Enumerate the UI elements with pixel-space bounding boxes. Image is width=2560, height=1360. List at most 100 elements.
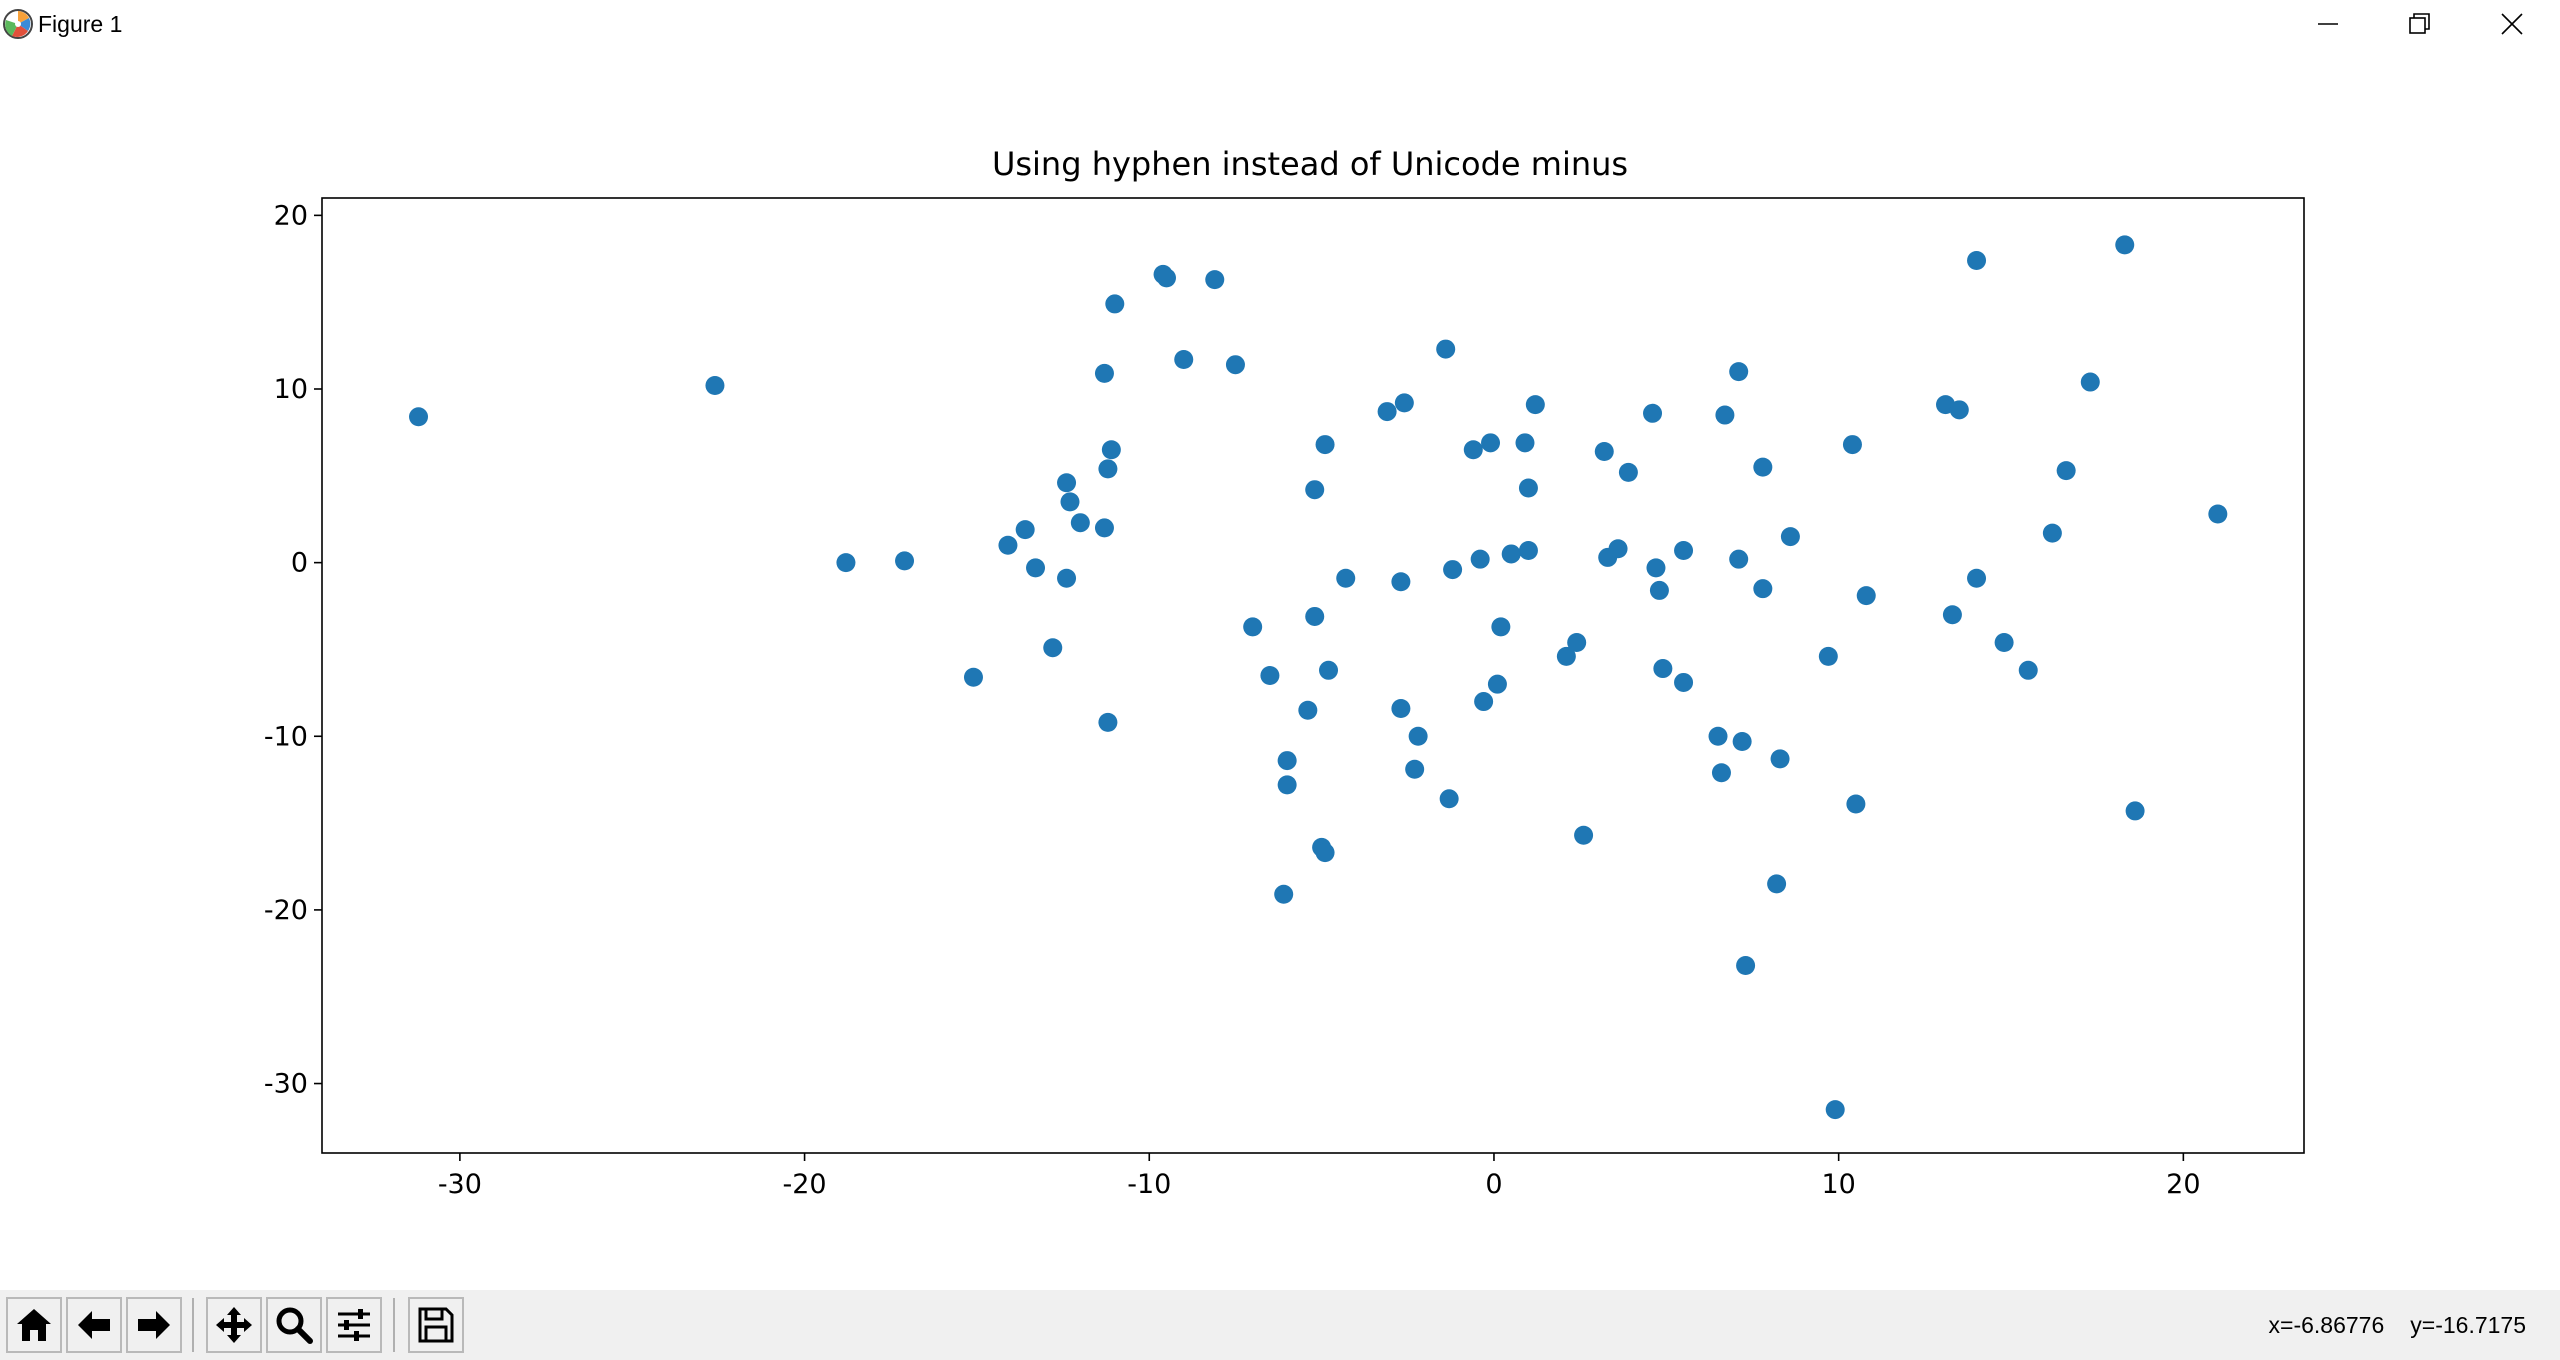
data-point [1391,572,1411,592]
minimize-button[interactable] [2282,0,2374,48]
data-point [1770,749,1790,769]
data-point [1094,363,1114,383]
data-point [1967,568,1987,588]
data-point [1674,672,1694,692]
matplotlib-logo-icon [3,9,33,39]
y-tick-label: -20 [264,895,308,926]
scatter-points [409,235,2228,1120]
data-point [1436,339,1456,359]
data-point [1305,606,1325,626]
zoom-button[interactable] [266,1297,322,1353]
scatter-chart: Using hyphen instead of Unicode minus -3… [264,145,2305,1200]
save-button[interactable] [408,1297,464,1353]
data-point [1767,874,1787,894]
data-point [2080,372,2100,392]
configure-subplots-button[interactable] [326,1297,382,1353]
data-point [1487,674,1507,694]
data-point [1856,586,1876,606]
data-point [1715,405,1735,425]
forward-button[interactable] [126,1297,182,1353]
data-point [1394,393,1414,413]
data-point [2042,523,2062,543]
x-tick-label: -10 [1127,1169,1171,1200]
data-point [1525,395,1545,415]
save-floppy-icon [418,1307,454,1343]
data-point [2125,801,2145,821]
data-point [1481,433,1501,453]
data-point [1260,666,1280,685]
data-point [1518,540,1538,560]
data-point [1608,539,1628,559]
data-point [1094,518,1114,538]
cursor-y: y=-16.7175 [2410,1312,2526,1338]
data-point [1057,473,1077,493]
data-point [1736,955,1756,975]
data-point [2018,660,2038,680]
back-arrow-icon [78,1311,110,1339]
data-point [1015,520,1035,540]
data-point [1649,580,1669,600]
window-title: Figure 1 [38,11,123,37]
forward-arrow-icon [138,1311,170,1339]
data-point [1157,268,1177,288]
data-point [1026,558,1046,578]
pan-button[interactable] [206,1297,262,1353]
data-point [1618,462,1638,482]
configure-subplots-icon [338,1309,370,1341]
data-point [1057,568,1077,588]
data-point [1336,568,1356,588]
data-point [1491,617,1511,637]
data-point [1043,638,1063,658]
data-point [2208,504,2228,524]
home-button[interactable] [6,1297,62,1353]
data-point [1594,442,1614,462]
restore-button[interactable] [2374,0,2466,48]
data-point [1277,775,1297,795]
data-point [1825,1100,1845,1120]
data-point [1098,459,1118,479]
back-button[interactable] [66,1297,122,1353]
data-point [1949,400,1969,420]
y-tick-label: 10 [274,374,308,405]
home-icon [17,1309,51,1341]
data-point [998,535,1018,555]
chart-title: Using hyphen instead of Unicode minus [992,145,1628,183]
data-point [1377,402,1397,422]
data-point [1729,549,1749,569]
data-point [836,553,856,573]
x-tick-label: 0 [1485,1169,1502,1200]
close-button[interactable] [2466,0,2558,48]
data-point [1098,712,1118,732]
data-point [1470,549,1490,569]
data-point [1205,270,1225,290]
data-point [1315,435,1335,455]
minimize-icon [2318,23,2338,25]
data-point [963,667,983,687]
y-tick-label: 0 [291,548,308,579]
restore-icon [2409,13,2430,34]
data-point [1842,435,1862,455]
data-point [1408,726,1428,746]
figure-canvas[interactable]: Using hyphen instead of Unicode minus -3… [0,48,2560,1290]
data-point [1994,633,2014,653]
data-point [1708,726,1728,746]
data-point [1463,440,1483,460]
data-point [1315,843,1335,863]
pan-move-icon [216,1307,252,1343]
data-point [1515,433,1535,453]
data-point [1298,700,1318,720]
data-point [1780,527,1800,547]
x-tick-label: -30 [438,1169,482,1200]
data-point [1070,513,1090,533]
data-point [1818,646,1838,666]
data-point [1753,457,1773,477]
data-point [1101,440,1121,460]
data-point [1391,698,1411,718]
data-point [1405,759,1425,779]
cursor-coordinates: x=-6.86776 y=-16.7175 [2269,1312,2526,1339]
data-point [1243,617,1263,637]
data-point [1567,633,1587,653]
data-point [1674,540,1694,560]
y-tick-label: 20 [274,200,308,231]
data-point [1274,884,1294,904]
